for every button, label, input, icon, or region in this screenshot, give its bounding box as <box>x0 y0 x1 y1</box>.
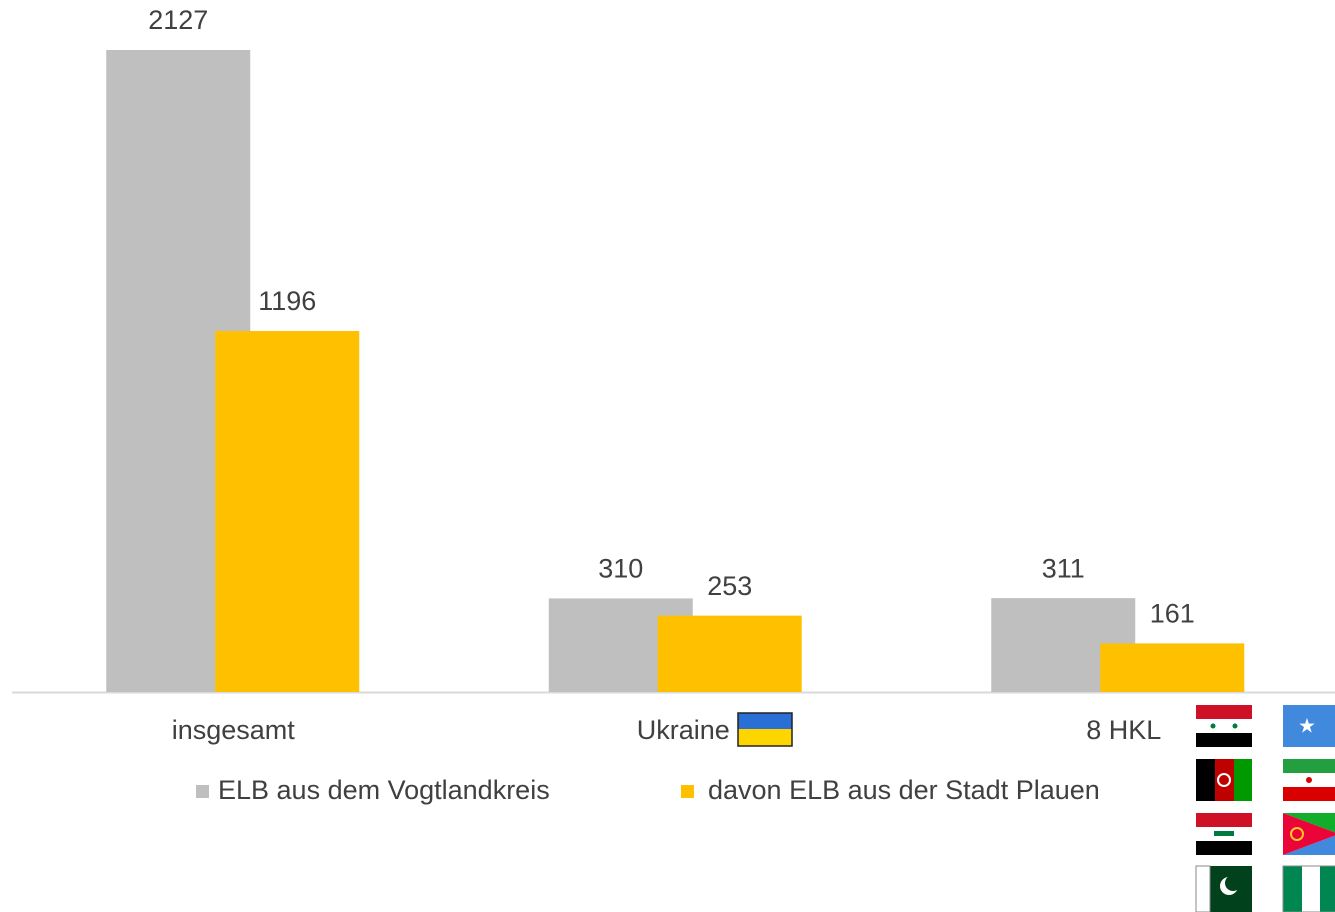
bar <box>657 615 802 692</box>
legend-swatch <box>196 785 209 798</box>
x-tick-label: 8 HKL <box>1086 715 1161 745</box>
x-tick-label: Ukraine <box>637 715 730 745</box>
data-label: 161 <box>1150 599 1195 629</box>
data-label: 311 <box>1042 553 1085 583</box>
legend-label: davon ELB aus der Stadt Plauen <box>708 775 1100 805</box>
svg-text:★: ★ <box>1298 715 1316 737</box>
data-label: 2127 <box>148 5 208 35</box>
ukraine-flag <box>737 712 793 747</box>
x-tick-label: insgesamt <box>172 715 296 745</box>
bar <box>1100 643 1245 692</box>
legend-swatch <box>681 785 694 798</box>
legend-label: ELB aus dem Vogtlandkreis <box>218 775 550 805</box>
data-label: 1196 <box>258 286 316 316</box>
data-label: 253 <box>707 571 752 601</box>
bar <box>215 331 360 692</box>
country-flags: ★ <box>1195 705 1335 912</box>
data-label: 310 <box>598 554 643 584</box>
